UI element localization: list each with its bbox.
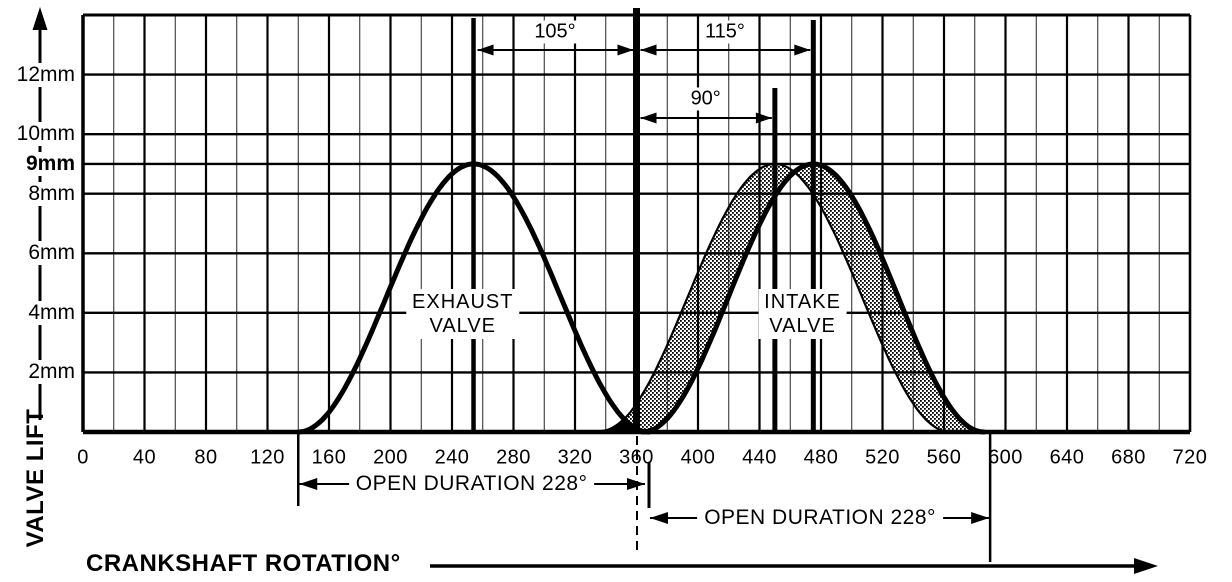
arrowhead-left <box>299 478 318 490</box>
overlap-blob <box>590 417 655 432</box>
x-axis-arrowhead <box>1134 558 1158 574</box>
arrowhead-right <box>794 44 811 56</box>
exhaust-curve <box>295 161 652 435</box>
arrowhead-right <box>617 44 634 56</box>
intake-curve-band <box>599 163 984 432</box>
arrowhead-left <box>640 44 657 56</box>
arrowhead-left <box>650 512 668 524</box>
y-axis-arrowhead <box>32 7 48 30</box>
arrowhead-right <box>755 112 772 124</box>
intake-curve-main-edge <box>640 161 987 435</box>
arrowhead-left <box>640 112 657 124</box>
arrowhead-left <box>477 44 494 56</box>
arrowhead-right <box>971 512 990 524</box>
intake-curve-advanced-edge <box>598 162 952 434</box>
